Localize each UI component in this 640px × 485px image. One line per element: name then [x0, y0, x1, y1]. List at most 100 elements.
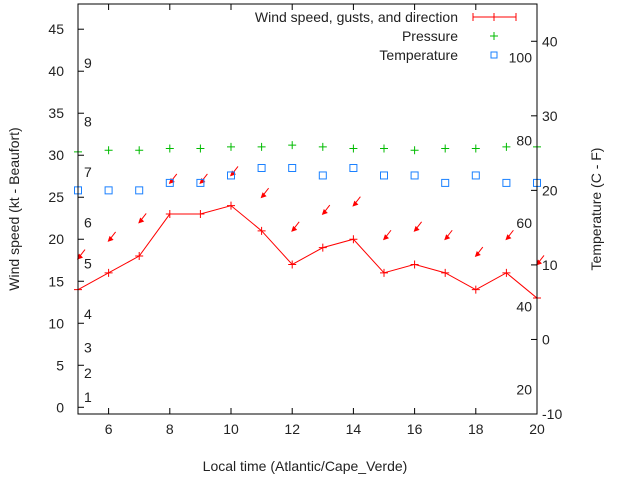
y-tick-label: 0 — [56, 399, 64, 415]
wind-speed-point — [196, 210, 205, 219]
wind-speed-point — [410, 260, 419, 269]
beaufort-label: 2 — [84, 365, 92, 381]
fahrenheit-label: 20 — [516, 381, 532, 397]
wind-direction-arrow — [321, 204, 331, 216]
legend-label: Wind speed, gusts, and direction — [255, 9, 458, 25]
pressure-point — [380, 144, 388, 153]
wind-speed-point — [257, 226, 266, 235]
wind-direction-arrow — [107, 231, 116, 242]
pressure-point — [227, 142, 235, 151]
y-tick-label: 20 — [48, 231, 64, 247]
temperature-point — [441, 178, 450, 187]
wind-speed-point — [471, 285, 480, 294]
y2-tick-label: 10 — [542, 257, 558, 273]
wind-direction-arrow — [291, 221, 300, 232]
y-tick-label: 35 — [48, 105, 64, 121]
temperature-point — [135, 186, 144, 195]
pressure-point — [165, 144, 174, 153]
y2-tick-label: -10 — [542, 406, 562, 422]
y2-tick-label: 0 — [542, 331, 550, 347]
legend-wind-symbol — [472, 13, 517, 21]
legend-label: Pressure — [402, 28, 458, 44]
wind-direction-arrow — [352, 196, 361, 207]
y-tick-label: 5 — [56, 357, 64, 373]
pressure-point — [318, 142, 327, 151]
temperature-point — [380, 171, 388, 180]
pressure-point — [196, 144, 205, 153]
temperature-point — [471, 171, 480, 180]
pressure-point — [135, 146, 144, 155]
wind-speed-point — [318, 243, 327, 252]
y2-tick-label: 20 — [542, 182, 558, 198]
beaufort-label: 9 — [84, 55, 92, 71]
temperature-point — [288, 164, 297, 172]
wind-speed-point — [165, 210, 174, 219]
y-tick-label: 30 — [48, 147, 64, 163]
fahrenheit-label: 80 — [516, 132, 532, 148]
temperature-point — [502, 178, 511, 187]
temperature-point — [196, 178, 205, 187]
beaufort-label: 4 — [84, 306, 92, 322]
x-tick-label: 14 — [346, 421, 362, 437]
wind-speed-line — [77, 205, 538, 299]
pressure-point — [288, 141, 297, 150]
wind-speed-point — [227, 201, 235, 210]
x-tick-label: 8 — [166, 421, 174, 437]
pressure-point — [441, 144, 450, 153]
wind-direction-arrow — [383, 229, 392, 241]
beaufort-label: 3 — [84, 340, 92, 356]
wind-speed-point — [288, 260, 297, 269]
wind-direction-arrow — [444, 229, 453, 241]
y2-tick-label: 30 — [542, 108, 558, 124]
y-tick-label: 45 — [48, 21, 64, 37]
wind-speed-point — [135, 252, 144, 261]
wind-direction-arrow — [138, 213, 147, 224]
beaufort-label: 5 — [84, 256, 92, 272]
x-tick-label: 18 — [468, 421, 484, 437]
y-tick-label: 10 — [48, 315, 64, 331]
x-tick-label: 10 — [223, 421, 239, 437]
x-tick-label: 20 — [529, 421, 545, 437]
fahrenheit-label: 60 — [516, 215, 532, 231]
temperature-point — [104, 186, 113, 195]
legend-pressure-symbol — [490, 32, 498, 40]
wind-speed-point — [502, 268, 511, 277]
beaufort-label: 7 — [84, 164, 92, 180]
y-tick-label: 25 — [48, 189, 64, 205]
y-tick-label: 40 — [48, 63, 64, 79]
wind-speed-point — [441, 268, 450, 277]
y-tick-label: 15 — [48, 273, 64, 289]
wind-direction-arrow — [413, 221, 422, 232]
temperature-point — [349, 164, 358, 172]
legend: Wind speed, gusts, and direction Pressure… — [255, 9, 517, 63]
wind-speed-point — [104, 268, 113, 277]
wind-speed-point — [380, 268, 388, 277]
temperature-point — [410, 171, 419, 180]
pressure-point — [471, 144, 480, 153]
y2-tick-label: 40 — [542, 33, 558, 49]
y2-axis-label: Temperature (C - F) — [588, 148, 604, 271]
plot-frame — [77, 3, 538, 415]
legend-label: Temperature — [379, 47, 458, 63]
x-tick-label: 6 — [105, 421, 113, 437]
temperature-point — [165, 178, 174, 187]
temperature-point — [227, 171, 235, 180]
wind-direction-arrow — [260, 187, 269, 199]
beaufort-label: 8 — [84, 114, 92, 130]
pressure-point — [104, 146, 113, 155]
fahrenheit-label: 40 — [516, 299, 532, 315]
pressure-point — [349, 144, 358, 153]
x-axis-label: Local time (Atlantic/Cape_Verde) — [203, 458, 408, 474]
wind-speed-point — [349, 235, 358, 244]
wind-direction-arrow — [505, 229, 514, 241]
legend-temperature-symbol — [490, 51, 498, 59]
x-tick-label: 12 — [284, 421, 300, 437]
temperature-point — [318, 171, 327, 180]
beaufort-label: 6 — [84, 214, 92, 230]
wind-direction-arrow — [474, 246, 484, 258]
pressure-point — [410, 146, 419, 155]
pressure-point — [502, 142, 511, 151]
pressure-point — [257, 142, 266, 151]
beaufort-label: 1 — [84, 389, 92, 405]
